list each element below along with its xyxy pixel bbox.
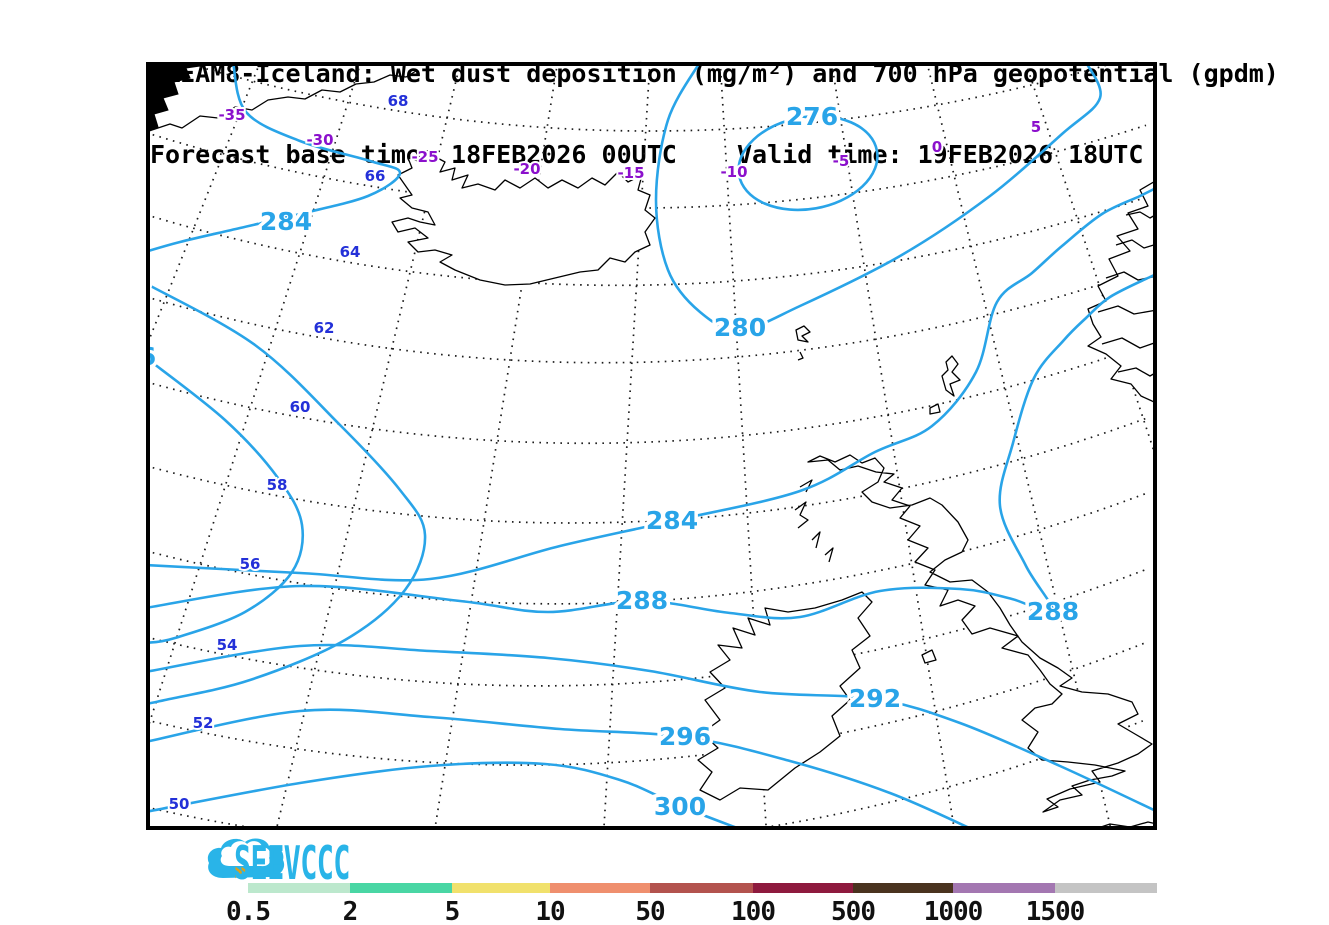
seevccc-cloud-icon: » (207, 838, 285, 886)
contour-c280 (654, 62, 1102, 332)
coast-norway-fjord-4 (1097, 305, 1157, 315)
coast-norway-fjord-2 (1115, 239, 1157, 249)
parallel-64 (146, 196, 1147, 287)
parallel-60 (146, 343, 1147, 445)
parallel-66 (146, 124, 1147, 209)
chevron-icon: » (233, 857, 250, 886)
longitude-label: -5 (833, 152, 850, 170)
coast-faroe-s (797, 351, 804, 361)
coast-shetland (941, 355, 961, 397)
deposition-colorbar: 0.5 2 5 10 50 100 500 1000 1500 (226, 883, 1157, 925)
parallel-52 (146, 641, 1147, 766)
latitude-label: 62 (314, 319, 335, 337)
coast-orkney (929, 403, 941, 415)
colorbar-tick-label: 5 (444, 897, 461, 925)
contour-label: 288 (1027, 597, 1079, 626)
contour-c292 (146, 643, 1157, 813)
map-canvas: 2762842802842882882922963002802766866646… (146, 62, 1157, 830)
colorbar-segment (953, 883, 1055, 893)
colorbar-tick-label: 1500 (1025, 897, 1086, 925)
coast-iceland (391, 154, 656, 286)
colorbar-tick-label: 1000 (923, 897, 984, 925)
longitude-label: 5 (1031, 118, 1041, 136)
latitude-label: 68 (388, 92, 409, 110)
coast-hebrides-3 (811, 531, 821, 549)
colorbar-segment (452, 883, 550, 893)
coastlines (146, 62, 1157, 830)
colorbar-segment (650, 883, 753, 893)
longitude-label: 0 (932, 138, 942, 156)
coast-greenland-coast (146, 70, 417, 133)
colorbar-segment (350, 883, 452, 893)
longitude-label: -15 (617, 164, 644, 182)
contour-label: 284 (646, 506, 698, 535)
colorbar-segment (753, 883, 853, 893)
contour-c284-nw (146, 62, 402, 254)
contour-label: 284 (260, 207, 312, 236)
contour-label: 288 (616, 586, 668, 615)
coast-hebrides-4 (824, 547, 834, 563)
latitude-label: 52 (193, 714, 214, 732)
contour-c296 (146, 708, 977, 830)
contour-c284-main (146, 186, 1157, 582)
latitude-label: 58 (267, 476, 288, 494)
colorbar-segment (1055, 883, 1157, 893)
contour-label: 280 (714, 313, 766, 342)
colorbar-tick-label: 100 (731, 897, 776, 925)
colorbar-tick-label: 0.5 (226, 897, 271, 925)
longitude-label: -35 (218, 106, 245, 124)
latitude-label: 50 (169, 795, 190, 813)
longitude-label: -25 (411, 148, 438, 166)
graticule (146, 62, 1157, 830)
latitude-label: 64 (340, 243, 361, 261)
colorbar-tick-label: 500 (831, 897, 876, 925)
geopotential-contours (146, 62, 1157, 830)
longitude-label: -20 (513, 160, 540, 178)
contour-c280-west (146, 282, 427, 706)
coast-faroe (795, 325, 811, 343)
meridian--25 (275, 62, 462, 830)
coast-isle-of-man (921, 649, 937, 664)
latitude-label: 60 (290, 398, 311, 416)
colorbar-segment (248, 883, 350, 893)
contour-c276-west (146, 356, 305, 645)
latitude-label: 66 (365, 167, 386, 185)
map-border (146, 62, 1157, 830)
longitude-label: -30 (306, 131, 333, 149)
coast-hebrides-2 (794, 501, 809, 529)
contour-label: 300 (654, 792, 706, 821)
colorbar-tick-label: 10 (535, 897, 565, 925)
map-content: 2762842802842882882922963002802766866646… (146, 62, 1157, 830)
latitude-label: 56 (240, 555, 261, 573)
seevccc-logo-text: SEEVCCC (234, 836, 350, 890)
contour-label: 292 (849, 684, 901, 713)
longitude-label: -10 (720, 163, 747, 181)
contour-label: 276 (786, 102, 838, 131)
parallel-58 (146, 417, 1147, 524)
latitude-label: 54 (217, 636, 238, 654)
contour-c288-main (146, 272, 1157, 620)
contour-c276-low (737, 114, 879, 212)
coast-great-britain (807, 454, 1153, 813)
contour-c300 (146, 761, 746, 830)
colorbar-segment (550, 883, 650, 893)
contour-label: 296 (659, 722, 711, 751)
meridian--30 (146, 62, 362, 737)
coast-norway-fjord-5 (1101, 337, 1157, 349)
colorbar-tick-label: 50 (635, 897, 665, 925)
colorbar-tick-label: 2 (342, 897, 359, 925)
parallel-54 (146, 568, 1147, 687)
cloud-inner-shape (220, 841, 271, 867)
parallel-68 (179, 62, 1121, 132)
colorbar-segment (853, 883, 953, 893)
